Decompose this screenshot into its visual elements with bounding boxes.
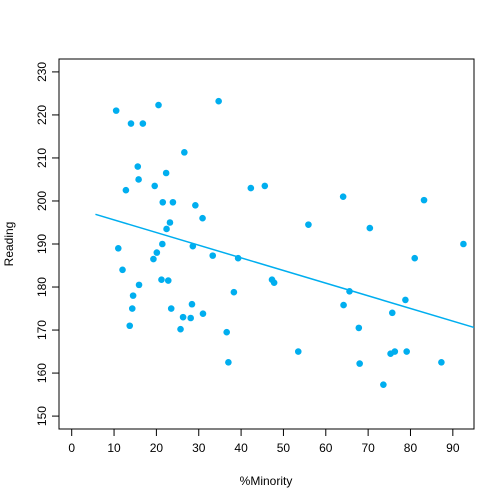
data-point bbox=[339, 193, 347, 200]
data-point bbox=[167, 305, 175, 312]
data-point bbox=[158, 276, 165, 284]
data-point bbox=[112, 107, 120, 114]
x-tick-label: 10 bbox=[107, 441, 121, 455]
data-point bbox=[127, 120, 135, 127]
data-point bbox=[135, 176, 142, 183]
data-point bbox=[179, 313, 187, 321]
data-point bbox=[150, 255, 157, 263]
x-tick-label: 80 bbox=[404, 441, 418, 455]
data-point bbox=[119, 266, 126, 274]
data-point bbox=[199, 310, 207, 317]
x-tick-label: 0 bbox=[68, 441, 75, 455]
data-point bbox=[234, 254, 242, 262]
x-tick-label: 90 bbox=[446, 441, 460, 455]
x-tick-label: 20 bbox=[150, 441, 164, 455]
data-point bbox=[153, 249, 161, 256]
x-tick-label: 30 bbox=[192, 441, 206, 455]
plot-frame bbox=[58, 58, 475, 430]
data-point bbox=[355, 324, 363, 332]
x-tick-label: 50 bbox=[277, 441, 291, 455]
data-point bbox=[129, 292, 137, 299]
data-point bbox=[151, 182, 159, 190]
y-tick-label: 230 bbox=[35, 62, 49, 82]
data-point bbox=[163, 225, 170, 233]
y-tick-label: 170 bbox=[35, 320, 49, 340]
data-point bbox=[380, 381, 387, 388]
data-point bbox=[155, 101, 162, 109]
data-point bbox=[192, 201, 199, 209]
regression-line-group bbox=[95, 213, 475, 329]
data-point bbox=[403, 348, 410, 355]
data-point bbox=[189, 242, 197, 250]
data-point bbox=[356, 360, 363, 367]
y-tick-label: 180 bbox=[35, 277, 49, 297]
y-axis-title: Reading bbox=[2, 222, 16, 267]
regression-line bbox=[95, 213, 475, 329]
data-point bbox=[346, 288, 353, 295]
data-point bbox=[209, 252, 217, 259]
x-tick-label: 70 bbox=[361, 441, 375, 455]
data-point bbox=[199, 214, 206, 222]
y-tick-label: 190 bbox=[35, 234, 49, 254]
data-point bbox=[460, 240, 467, 248]
data-point bbox=[261, 182, 269, 190]
y-tick-label: 160 bbox=[35, 363, 49, 383]
data-point bbox=[411, 254, 419, 262]
x-tick-label: 40 bbox=[234, 441, 248, 455]
data-point bbox=[128, 305, 136, 312]
x-axis: 0 10 20 30 40 50 60 70 80 90 bbox=[68, 428, 460, 455]
y-tick-label: 220 bbox=[35, 105, 49, 125]
data-point bbox=[391, 348, 399, 355]
data-point bbox=[139, 120, 147, 127]
y-tick-label: 210 bbox=[35, 148, 49, 168]
data-point bbox=[420, 196, 428, 204]
data-point bbox=[366, 224, 374, 232]
data-point bbox=[159, 198, 167, 206]
data-point bbox=[114, 245, 122, 252]
data-point bbox=[188, 300, 196, 308]
data-point bbox=[135, 281, 143, 289]
data-point bbox=[294, 348, 302, 355]
data-point bbox=[122, 186, 130, 194]
data-point bbox=[187, 314, 194, 322]
data-point bbox=[166, 219, 174, 226]
data-point bbox=[181, 149, 188, 156]
data-point bbox=[159, 240, 166, 248]
data-point bbox=[126, 322, 134, 330]
data-point bbox=[270, 279, 278, 287]
data-point bbox=[225, 359, 232, 366]
y-tick-label: 200 bbox=[35, 191, 49, 211]
data-point bbox=[177, 325, 184, 333]
data-point bbox=[223, 328, 230, 336]
x-axis-title: %Minority bbox=[240, 474, 293, 488]
data-point bbox=[247, 184, 255, 192]
y-tick-label: 150 bbox=[35, 406, 49, 426]
data-point bbox=[230, 288, 238, 296]
data-point bbox=[164, 277, 172, 284]
data-point bbox=[215, 97, 222, 105]
y-axis: 150 160 170 180 190 200 210 220 230 bbox=[35, 62, 60, 426]
data-point bbox=[305, 221, 312, 228]
data-point bbox=[340, 301, 347, 309]
data-point bbox=[402, 296, 409, 304]
data-point bbox=[438, 359, 445, 366]
data-point bbox=[162, 169, 170, 177]
data-point bbox=[388, 309, 396, 317]
data-points bbox=[112, 97, 467, 388]
data-point bbox=[169, 198, 177, 206]
x-tick-label: 60 bbox=[319, 441, 333, 455]
data-point bbox=[134, 163, 142, 170]
